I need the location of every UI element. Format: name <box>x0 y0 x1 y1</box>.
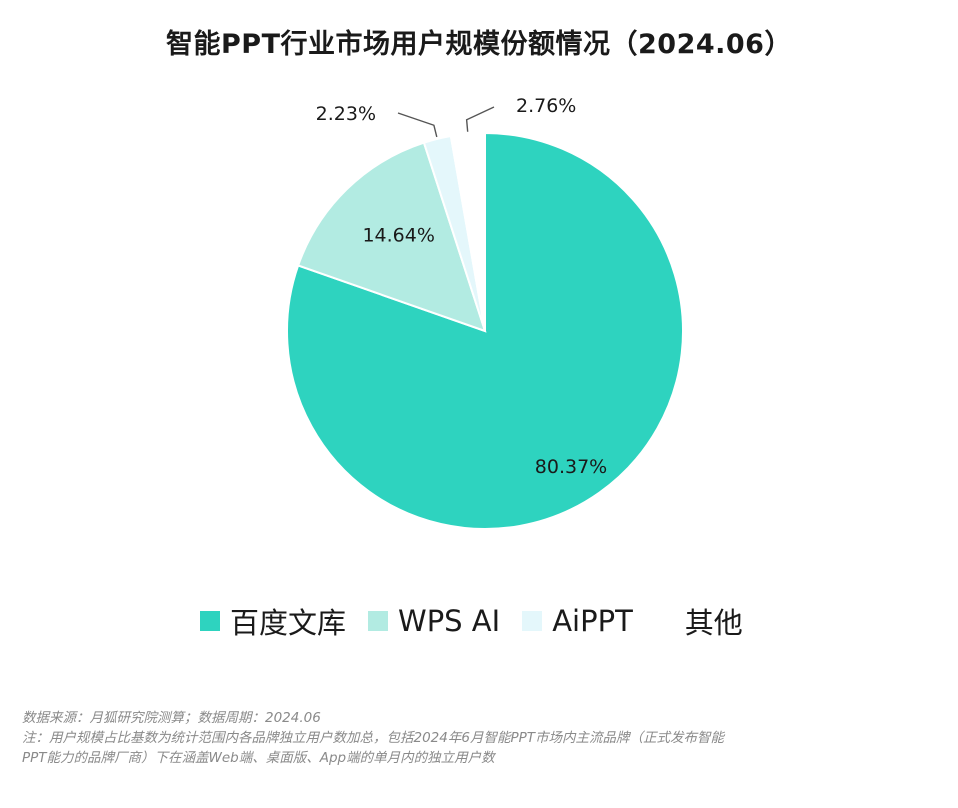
pie-slices <box>286 131 684 530</box>
legend-swatch <box>200 611 220 631</box>
legend-label: WPS AI <box>398 604 501 638</box>
legend-swatch <box>654 611 675 631</box>
slice-labels: 80.37% 14.64% 2.23% 2.76% <box>316 95 608 478</box>
footnote: 数据来源：月狐研究院测算；数据周期：2024.06 注：用户规模占比基数为统计范… <box>22 708 942 768</box>
data-label-other: 2.76% <box>516 95 576 117</box>
data-label-baidu: 80.37% <box>535 456 607 478</box>
data-label-aippt: 2.23% <box>316 103 376 125</box>
legend-item-baidu: 百度文库 <box>200 600 346 642</box>
slice-other <box>449 131 486 332</box>
footnote-source: 数据来源：月狐研究院测算；数据周期：2024.06 <box>22 710 321 726</box>
legend-swatch <box>522 611 543 631</box>
legend-item-wps: WPS AI <box>368 604 500 638</box>
leader-line <box>397 112 438 138</box>
legend-swatch <box>368 611 389 631</box>
footnote-note: 注：用户规模占比基数为统计范围内各品牌独立用户数加总，包括2024年6月智能PP… <box>22 730 724 746</box>
footnote-note-cont: PPT能力的品牌厂商）下在涵盖Web端、桌面版、App端的单月内的独立用户数 <box>22 750 495 766</box>
leader-line <box>465 106 495 132</box>
legend: 百度文库 WPS AI AiPPT 其他 <box>200 600 765 642</box>
legend-item-other: 其他 <box>654 600 743 642</box>
data-label-wps-ai: 14.64% <box>362 224 434 246</box>
legend-label: AiPPT <box>552 604 633 638</box>
leader-lines <box>397 106 495 138</box>
legend-label: 百度文库 <box>230 606 347 640</box>
legend-item-aippt: AiPPT <box>522 604 633 638</box>
chart-title: 智能PPT行业市场用户规模份额情况（2024.06） <box>166 29 792 60</box>
legend-label: 其他 <box>684 606 743 640</box>
